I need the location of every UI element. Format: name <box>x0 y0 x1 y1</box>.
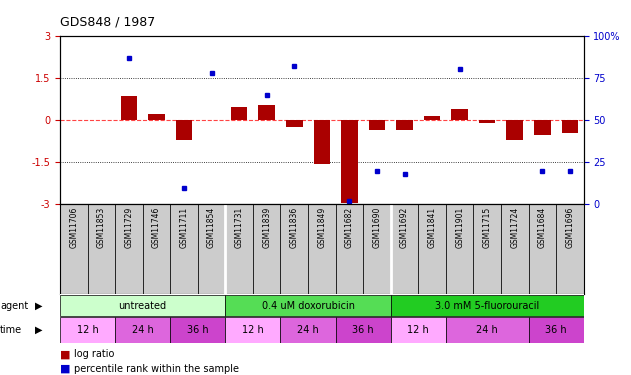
Text: 3.0 mM 5-fluorouracil: 3.0 mM 5-fluorouracil <box>435 301 540 310</box>
Text: GSM11690: GSM11690 <box>372 207 381 249</box>
FancyBboxPatch shape <box>473 204 501 294</box>
Text: 12 h: 12 h <box>408 325 429 335</box>
FancyBboxPatch shape <box>529 204 556 294</box>
Bar <box>280 317 336 343</box>
Bar <box>231 107 247 120</box>
FancyBboxPatch shape <box>253 204 280 294</box>
Text: GSM11711: GSM11711 <box>179 207 189 248</box>
Bar <box>396 120 413 130</box>
Text: ▶: ▶ <box>35 301 42 310</box>
Text: 36 h: 36 h <box>352 325 374 335</box>
Bar <box>121 96 137 120</box>
Text: log ratio: log ratio <box>74 350 114 359</box>
Bar <box>446 317 529 343</box>
Text: GSM11682: GSM11682 <box>345 207 354 248</box>
Text: ■: ■ <box>60 350 71 359</box>
FancyBboxPatch shape <box>336 204 363 294</box>
Bar <box>60 317 115 343</box>
Bar <box>529 317 584 343</box>
Bar <box>286 120 302 127</box>
Text: ▶: ▶ <box>35 325 42 335</box>
Bar <box>369 120 385 130</box>
Text: GSM11731: GSM11731 <box>235 207 244 248</box>
Text: GSM11696: GSM11696 <box>565 207 574 249</box>
Text: 24 h: 24 h <box>297 325 319 335</box>
FancyBboxPatch shape <box>556 204 584 294</box>
Text: GSM11684: GSM11684 <box>538 207 547 248</box>
Bar <box>336 317 391 343</box>
FancyBboxPatch shape <box>363 204 391 294</box>
Text: ■: ■ <box>60 364 71 374</box>
Bar <box>391 295 584 316</box>
FancyBboxPatch shape <box>391 204 418 294</box>
Text: GSM11854: GSM11854 <box>207 207 216 248</box>
Bar <box>391 317 446 343</box>
Bar <box>175 120 192 140</box>
Text: GSM11706: GSM11706 <box>69 207 78 249</box>
Text: GSM11692: GSM11692 <box>400 207 409 248</box>
FancyBboxPatch shape <box>308 204 336 294</box>
Text: GSM11839: GSM11839 <box>262 207 271 248</box>
Text: GSM11724: GSM11724 <box>510 207 519 248</box>
Text: 0.4 uM doxorubicin: 0.4 uM doxorubicin <box>261 301 355 310</box>
FancyBboxPatch shape <box>280 204 308 294</box>
Text: time: time <box>0 325 22 335</box>
Text: untreated: untreated <box>119 301 167 310</box>
Text: 36 h: 36 h <box>545 325 567 335</box>
FancyBboxPatch shape <box>88 204 115 294</box>
Text: 36 h: 36 h <box>187 325 209 335</box>
Bar <box>148 114 165 120</box>
Bar <box>507 120 523 140</box>
Bar <box>479 120 495 123</box>
FancyBboxPatch shape <box>143 204 170 294</box>
FancyBboxPatch shape <box>170 204 198 294</box>
Text: 12 h: 12 h <box>242 325 264 335</box>
Text: GSM11836: GSM11836 <box>290 207 298 248</box>
Bar <box>424 116 440 120</box>
Bar <box>225 317 280 343</box>
FancyBboxPatch shape <box>501 204 529 294</box>
FancyBboxPatch shape <box>446 204 473 294</box>
Bar <box>259 105 275 120</box>
Bar <box>562 120 578 133</box>
Text: GSM11901: GSM11901 <box>455 207 464 248</box>
Text: 24 h: 24 h <box>476 325 498 335</box>
Text: GDS848 / 1987: GDS848 / 1987 <box>60 15 155 28</box>
Bar <box>534 120 551 135</box>
Bar <box>115 317 170 343</box>
Text: GSM11849: GSM11849 <box>317 207 326 248</box>
Bar <box>451 109 468 120</box>
Bar <box>314 120 330 164</box>
Text: 12 h: 12 h <box>76 325 98 335</box>
Bar <box>225 295 391 316</box>
Text: GSM11841: GSM11841 <box>428 207 437 248</box>
Bar <box>341 120 358 203</box>
FancyBboxPatch shape <box>60 204 88 294</box>
FancyBboxPatch shape <box>418 204 446 294</box>
Text: 24 h: 24 h <box>132 325 153 335</box>
Text: agent: agent <box>0 301 28 310</box>
Text: GSM11853: GSM11853 <box>97 207 106 248</box>
FancyBboxPatch shape <box>198 204 225 294</box>
Text: GSM11746: GSM11746 <box>152 207 161 249</box>
Bar <box>60 295 225 316</box>
Text: percentile rank within the sample: percentile rank within the sample <box>74 364 239 374</box>
Text: GSM11715: GSM11715 <box>483 207 492 248</box>
Bar <box>170 317 225 343</box>
FancyBboxPatch shape <box>225 204 253 294</box>
FancyBboxPatch shape <box>115 204 143 294</box>
Text: GSM11729: GSM11729 <box>124 207 133 248</box>
